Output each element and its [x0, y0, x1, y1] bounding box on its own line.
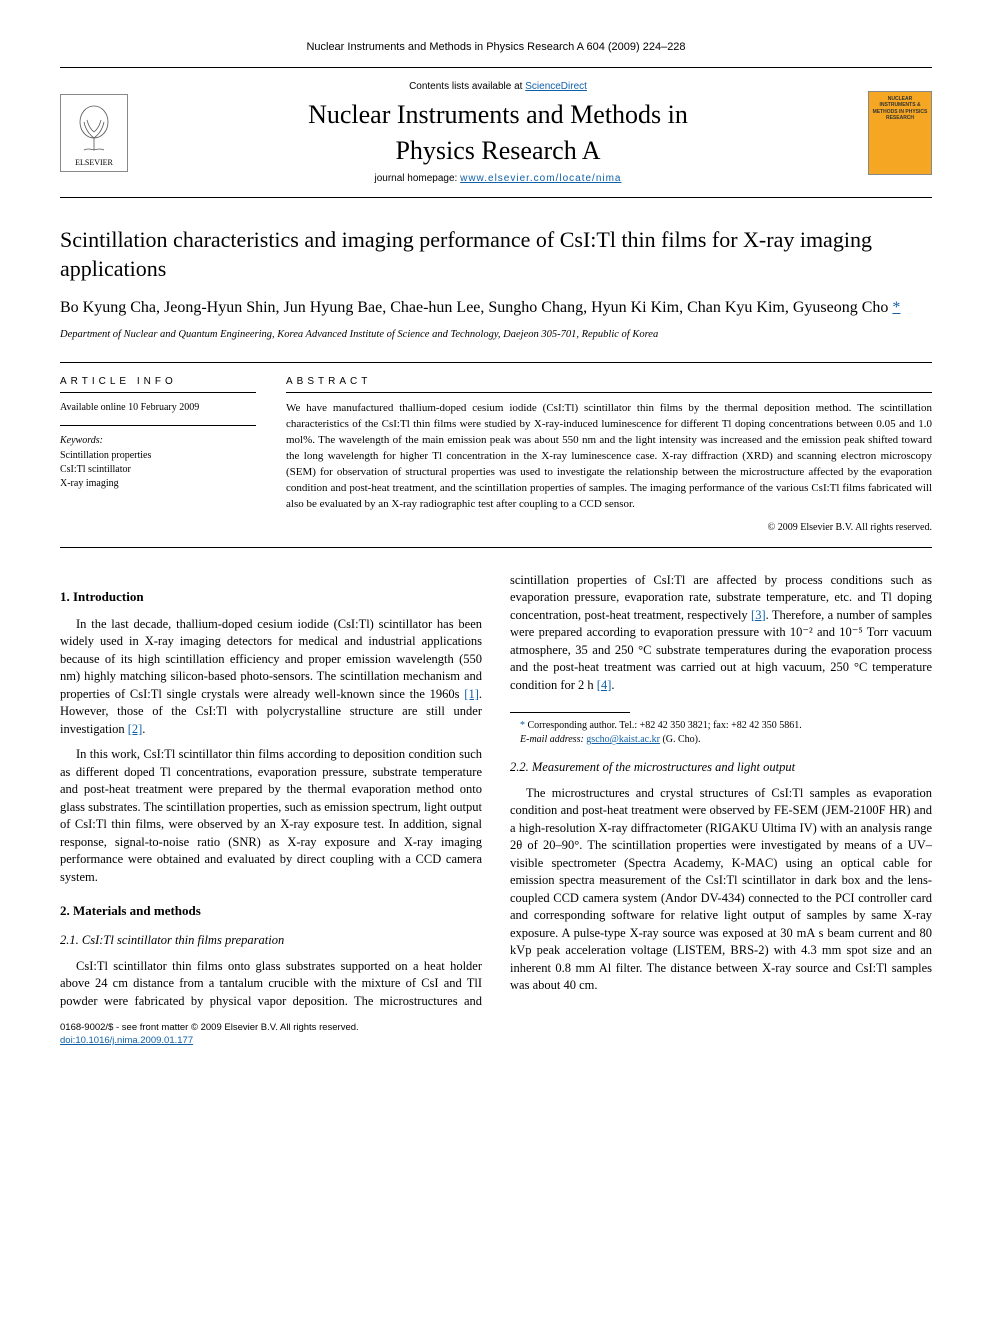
keyword-item: CsI:Tl scintillator — [60, 463, 256, 477]
corresponding-author-marker[interactable]: * — [892, 299, 900, 316]
body-paragraph: The microstructures and crystal structur… — [510, 785, 932, 995]
email-footnote: E-mail address: gscho@kaist.ac.kr (G. Ch… — [510, 733, 932, 747]
citation-link[interactable]: [2] — [128, 722, 143, 736]
front-matter-line: 0168-9002/$ - see front matter © 2009 El… — [60, 1022, 359, 1035]
section-heading-introduction: 1. Introduction — [60, 588, 482, 606]
contents-prefix: Contents lists available at — [409, 81, 525, 92]
author-list: Bo Kyung Cha, Jeong-Hyun Shin, Jun Hyung… — [60, 297, 932, 319]
abstract-copyright: © 2009 Elsevier B.V. All rights reserved… — [286, 521, 932, 535]
elsevier-logo: ELSEVIER — [60, 94, 128, 172]
text-run: . — [142, 722, 145, 736]
journal-banner: ELSEVIER Contents lists available at Sci… — [60, 67, 932, 198]
abstract-column: ABSTRACT We have manufactured thallium-d… — [270, 363, 932, 547]
article-info-column: ARTICLE INFO Available online 10 Februar… — [60, 363, 270, 547]
doi-link[interactable]: doi:10.1016/j.nima.2009.01.177 — [60, 1035, 193, 1046]
footnote-separator — [510, 712, 630, 713]
keywords-label: Keywords: — [60, 434, 256, 448]
keyword-item: Scintillation properties — [60, 449, 256, 463]
email-link[interactable]: gscho@kaist.ac.kr — [586, 734, 660, 745]
elsevier-label: ELSEVIER — [75, 158, 113, 169]
citation-link[interactable]: [4] — [597, 678, 612, 692]
article-title: Scintillation characteristics and imagin… — [60, 226, 932, 283]
keyword-item: X-ray imaging — [60, 477, 256, 491]
footnote-text: Corresponding author. Tel.: +82 42 350 3… — [525, 720, 802, 731]
contents-line: Contents lists available at ScienceDirec… — [128, 80, 868, 94]
abstract-text: We have manufactured thallium-doped cesi… — [286, 401, 932, 513]
journal-cover-thumbnail: NUCLEAR INSTRUMENTS & METHODS IN PHYSICS… — [868, 91, 932, 175]
email-label: E-mail address: — [520, 734, 586, 745]
text-run: In the last decade, thallium-doped cesiu… — [60, 617, 482, 701]
journal-title-line2: Physics Research A — [128, 135, 868, 166]
info-divider — [60, 392, 256, 393]
text-run: . — [611, 678, 614, 692]
authors-text: Bo Kyung Cha, Jeong-Hyun Shin, Jun Hyung… — [60, 299, 892, 316]
citation-link[interactable]: [1] — [464, 687, 479, 701]
footnote-block: * Corresponding author. Tel.: +82 42 350… — [510, 712, 932, 747]
affiliation: Department of Nuclear and Quantum Engine… — [60, 328, 932, 342]
body-paragraph: In this work, CsI:Tl scintillator thin f… — [60, 746, 482, 886]
homepage-prefix: journal homepage: — [374, 173, 460, 184]
info-abstract-block: ARTICLE INFO Available online 10 Februar… — [60, 362, 932, 548]
page-footer: 0168-9002/$ - see front matter © 2009 El… — [60, 1022, 932, 1048]
article-info-label: ARTICLE INFO — [60, 375, 256, 389]
body-paragraph: In the last decade, thallium-doped cesiu… — [60, 616, 482, 739]
citation-link[interactable]: [3] — [751, 608, 766, 622]
running-header: Nuclear Instruments and Methods in Physi… — [60, 40, 932, 55]
homepage-link[interactable]: www.elsevier.com/locate/nima — [460, 173, 621, 184]
footer-left: 0168-9002/$ - see front matter © 2009 El… — [60, 1022, 359, 1048]
subsection-heading-21: 2.1. CsI:Tl scintillator thin films prep… — [60, 932, 482, 950]
elsevier-tree-icon — [74, 104, 114, 154]
journal-center: Contents lists available at ScienceDirec… — [128, 80, 868, 185]
subsection-heading-22: 2.2. Measurement of the microstructures … — [510, 759, 932, 777]
section-heading-methods: 2. Materials and methods — [60, 902, 482, 920]
info-divider-2 — [60, 425, 256, 426]
corresponding-footnote: * Corresponding author. Tel.: +82 42 350… — [510, 719, 932, 733]
sciencedirect-link[interactable]: ScienceDirect — [525, 81, 587, 92]
available-online: Available online 10 February 2009 — [60, 401, 256, 415]
article-body: 1. Introduction In the last decade, thal… — [60, 572, 932, 1011]
homepage-line: journal homepage: www.elsevier.com/locat… — [128, 172, 868, 186]
journal-title-line1: Nuclear Instruments and Methods in — [128, 99, 868, 130]
abstract-divider — [286, 392, 932, 393]
abstract-label: ABSTRACT — [286, 375, 932, 389]
email-suffix: (G. Cho). — [660, 734, 701, 745]
